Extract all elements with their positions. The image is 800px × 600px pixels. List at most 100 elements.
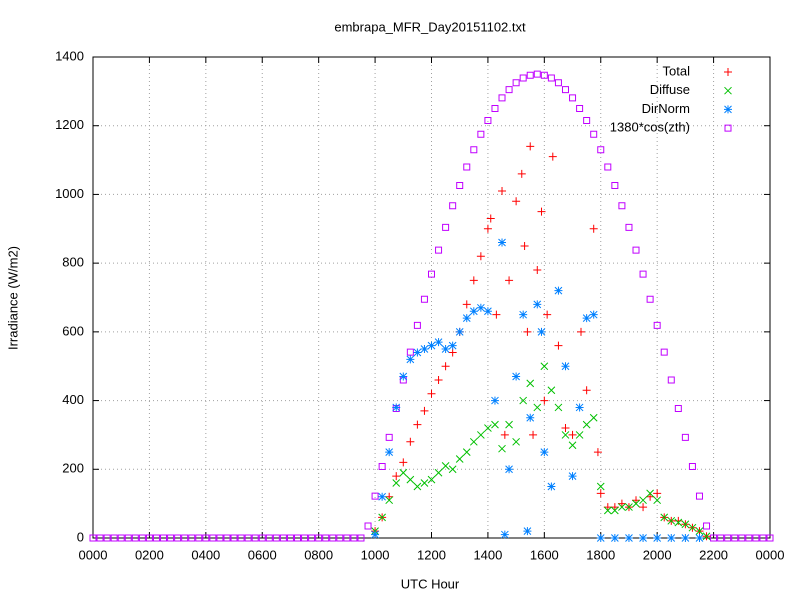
- data-point: [533, 403, 542, 412]
- x-tick-label: 1400: [473, 547, 502, 562]
- data-point: [589, 413, 598, 422]
- data-point: [512, 79, 520, 87]
- data-point: [223, 534, 231, 542]
- data-point: [618, 503, 626, 511]
- x-tick-label: 0000: [79, 547, 108, 562]
- data-point: [399, 372, 408, 381]
- data-point: [188, 534, 196, 542]
- data-point: [209, 534, 217, 542]
- data-point: [523, 527, 532, 536]
- x-tick-label: 0800: [304, 547, 333, 562]
- data-point: [385, 448, 394, 457]
- data-point: [216, 534, 224, 542]
- data-point: [632, 246, 640, 254]
- data-point: [653, 489, 662, 498]
- data-point: [596, 489, 605, 498]
- x-tick-label: 0000: [756, 547, 785, 562]
- data-point: [695, 527, 704, 535]
- data-point: [124, 534, 132, 542]
- data-point: [350, 534, 358, 542]
- data-point: [548, 152, 557, 161]
- data-point: [371, 530, 380, 539]
- legend-label: DirNorm: [642, 101, 690, 116]
- data-point: [533, 70, 541, 78]
- data-point: [646, 492, 655, 501]
- data-point: [617, 499, 626, 508]
- data-point: [576, 105, 584, 113]
- data-point: [469, 276, 478, 285]
- data-point: [681, 534, 690, 542]
- data-point: [470, 146, 478, 154]
- data-point: [660, 513, 669, 522]
- data-point: [724, 534, 732, 542]
- data-point: [160, 534, 168, 542]
- data-point: [611, 506, 619, 515]
- data-point: [624, 534, 633, 542]
- x-tick-label: 0600: [248, 547, 277, 562]
- data-point: [420, 479, 429, 487]
- data-point: [554, 286, 563, 295]
- data-point: [526, 413, 535, 422]
- data-point: [590, 130, 598, 138]
- data-point: [441, 461, 450, 470]
- data-point: [674, 518, 683, 527]
- data-point: [448, 348, 457, 357]
- data-point: [526, 142, 535, 151]
- data-point: [717, 534, 725, 542]
- data-point: [308, 534, 316, 542]
- data-point: [399, 468, 408, 477]
- y-axis-label: Irradiance (W/m2): [5, 246, 20, 350]
- data-point: [561, 431, 570, 439]
- data-point: [512, 197, 521, 206]
- data-point: [674, 516, 683, 525]
- data-point: [491, 105, 499, 113]
- data-point: [505, 276, 514, 285]
- data-point: [569, 94, 577, 102]
- data-point: [660, 348, 668, 356]
- data-point: [89, 534, 97, 542]
- data-point: [469, 307, 478, 316]
- data-point: [244, 534, 252, 542]
- data-point: [667, 534, 676, 542]
- x-tick-label: 1000: [361, 547, 390, 562]
- data-point: [131, 534, 139, 542]
- data-point: [286, 534, 294, 542]
- data-point: [639, 503, 648, 512]
- legend-symbol: [724, 68, 732, 76]
- x-tick-label: 1600: [530, 547, 559, 562]
- data-point: [639, 270, 647, 278]
- chart-title: embrapa_MFR_Day20151102.txt: [334, 19, 526, 34]
- data-point: [406, 475, 415, 484]
- data-point: [378, 463, 386, 471]
- data-point: [406, 355, 415, 364]
- data-point: [392, 479, 401, 487]
- data-point: [167, 534, 175, 542]
- data-point: [582, 386, 591, 395]
- data-point: [575, 431, 584, 439]
- data-point: [449, 202, 457, 210]
- data-point: [632, 496, 641, 505]
- data-point: [625, 503, 633, 511]
- data-point: [505, 420, 513, 429]
- data-point: [653, 496, 662, 505]
- legend-symbol: [724, 105, 732, 114]
- y-tick-label: 600: [62, 323, 84, 338]
- plot-border: [92, 56, 771, 539]
- data-point: [498, 94, 506, 102]
- data-point: [420, 345, 429, 354]
- data-point: [505, 86, 513, 94]
- data-point: [434, 468, 443, 477]
- data-point: [554, 403, 563, 412]
- y-tick-label: 0: [77, 529, 84, 544]
- legend-symbol: [724, 124, 732, 132]
- data-point: [653, 534, 662, 542]
- data-point: [667, 516, 676, 525]
- data-point: [399, 458, 408, 467]
- data-point: [646, 489, 654, 498]
- data-point: [604, 163, 612, 171]
- data-point: [596, 534, 605, 542]
- data-point: [500, 430, 509, 439]
- data-point: [577, 327, 586, 336]
- data-point: [492, 310, 501, 319]
- data-point: [428, 270, 435, 278]
